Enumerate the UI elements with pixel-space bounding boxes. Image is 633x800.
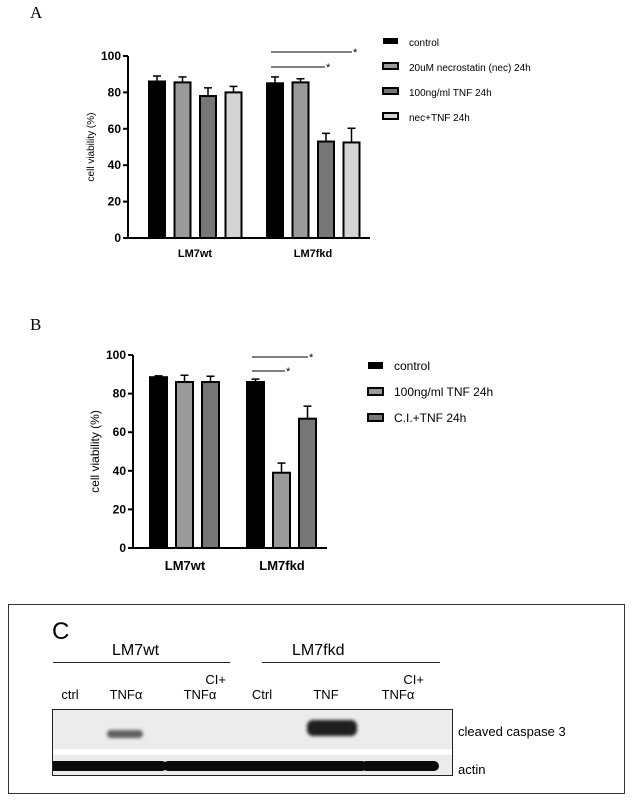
x-category-label: LM7fkd — [259, 558, 305, 573]
bar — [342, 141, 361, 239]
y-tick-label: 20 — [108, 195, 122, 209]
bar — [246, 381, 265, 549]
y-tick-label: 80 — [113, 387, 127, 401]
y-tick-label: 100 — [106, 348, 126, 362]
bar — [224, 91, 243, 240]
bar — [199, 95, 217, 240]
bar — [173, 81, 192, 239]
y-tick-label: 60 — [108, 122, 122, 136]
significance-star: * — [286, 366, 291, 378]
y-axis-label: cell viability (%) — [86, 113, 97, 182]
significance-star: * — [309, 352, 314, 364]
y-tick-label: 20 — [113, 502, 127, 516]
legend-label: nec+TNF 24h — [409, 113, 470, 124]
legend-swatch — [367, 413, 384, 422]
x-category-label: LM7fkd — [294, 248, 333, 260]
western-blot — [52, 709, 453, 776]
bar-charts: A 0 20 40 60 80 100 cell viability (%) LM7wt LM7f… — [30, 3, 531, 573]
panel-label-c: C — [52, 618, 70, 645]
legend-label: 20uM necrostatin (nec) 24h — [409, 63, 531, 74]
bar — [298, 417, 317, 549]
lane-label: ctrl — [61, 687, 79, 702]
actin-band — [163, 761, 241, 771]
y-tick-label: 40 — [108, 158, 122, 172]
lane-label: TNF — [313, 687, 339, 702]
y-tick-label: 80 — [108, 85, 122, 99]
legend-label: 100ng/ml TNF 24h — [394, 385, 493, 399]
legend-label: control — [409, 38, 439, 49]
y-tick-label: 100 — [101, 49, 121, 63]
legend-swatch — [382, 62, 399, 70]
y-tick-label: 60 — [113, 425, 127, 439]
lane-label: CI+ TNFα — [183, 672, 226, 702]
band-label-actin: actin — [458, 762, 486, 777]
caspase-band — [307, 720, 357, 736]
legend-swatch — [382, 112, 399, 120]
x-category-label: LM7wt — [178, 248, 213, 260]
band-label-caspase: cleaved caspase 3 — [458, 724, 566, 739]
legend-label: C.I.+TNF 24h — [394, 411, 466, 425]
y-axis-label: cell viability (%) — [88, 410, 102, 493]
y-tick-label: 40 — [113, 464, 127, 478]
group-label-wt: LM7wt — [112, 642, 160, 659]
legend-swatch — [367, 387, 384, 396]
significance-star: * — [326, 62, 331, 74]
panel-label-a: A — [30, 3, 43, 22]
x-category-label: LM7wt — [165, 558, 206, 573]
caspase-band — [107, 730, 143, 738]
lane-label: TNFα — [109, 687, 143, 702]
legend-swatch — [382, 87, 399, 95]
bar — [272, 471, 291, 550]
bar — [317, 140, 335, 239]
panel-c-box — [8, 604, 625, 794]
lane-label: CI+ TNFα — [381, 672, 424, 702]
group-label-fkd: LM7fkd — [292, 642, 345, 659]
actin-band — [361, 761, 439, 771]
bar — [175, 381, 194, 549]
actin-band — [289, 761, 367, 771]
bar — [291, 81, 310, 239]
actin-band — [53, 761, 111, 771]
bar — [201, 381, 220, 549]
group-line-wt — [53, 662, 230, 663]
lane-label: Ctrl — [251, 687, 273, 702]
y-tick-label: 0 — [119, 541, 126, 555]
legend-label: 100ng/ml TNF 24h — [409, 88, 492, 99]
legend-swatch — [383, 38, 398, 44]
y-tick-label: 0 — [114, 231, 121, 245]
significance-star: * — [353, 47, 358, 59]
actin-band — [89, 761, 167, 771]
bar — [266, 82, 284, 239]
bar — [148, 80, 166, 240]
bar — [149, 376, 168, 549]
actin-band — [225, 761, 303, 771]
group-line-fkd — [262, 662, 440, 663]
membrane-gap — [53, 749, 452, 755]
panel-label-b: B — [30, 315, 41, 334]
legend-swatch — [368, 362, 383, 369]
legend-label: control — [394, 359, 430, 373]
